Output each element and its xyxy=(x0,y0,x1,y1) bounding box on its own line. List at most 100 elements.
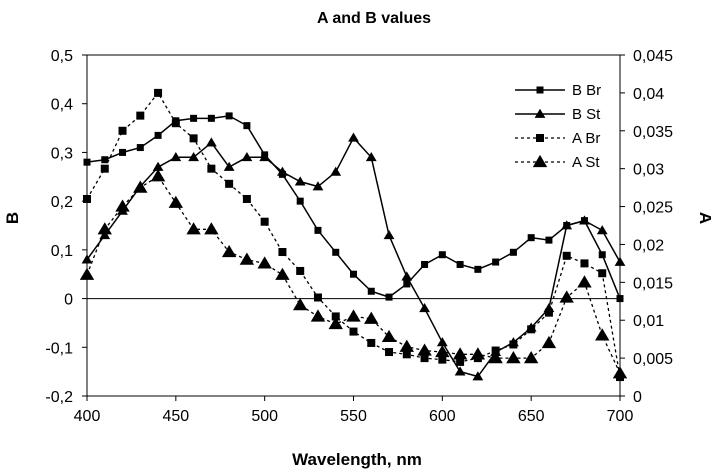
legend-label: A St xyxy=(572,154,600,171)
y-right-tick-label: 0,02 xyxy=(633,237,664,254)
data-point-b-st xyxy=(614,256,626,266)
data-point-a-br xyxy=(544,308,553,317)
y-right-tick-label: 0,035 xyxy=(633,124,673,141)
data-point-a-br xyxy=(420,354,429,363)
data-point-a-br xyxy=(278,248,287,257)
data-point-a-br xyxy=(367,338,376,347)
data-point-b-br xyxy=(119,148,127,156)
data-point-a-br xyxy=(456,357,465,366)
data-point-a-st xyxy=(115,199,130,212)
data-point-a-br xyxy=(385,348,394,357)
data-point-a-br xyxy=(527,325,536,334)
data-point-b-st xyxy=(348,132,359,142)
data-point-a-st xyxy=(346,309,361,322)
data-point-a-st xyxy=(595,328,610,341)
data-point-a-st xyxy=(541,335,557,349)
data-point-a-br xyxy=(598,269,607,278)
data-point-b-br xyxy=(438,251,446,259)
data-point-a-st xyxy=(328,316,343,330)
data-point-b-br xyxy=(492,258,500,266)
y-right-tick-label: 0,04 xyxy=(633,86,664,103)
data-point-a-st xyxy=(577,275,592,288)
series-line-b-st xyxy=(86,136,621,378)
data-point-a-st xyxy=(381,329,397,343)
data-point-a-st xyxy=(523,351,539,364)
data-point-b-st xyxy=(152,161,164,171)
data-point-a-br xyxy=(118,126,127,135)
data-point-b-st xyxy=(241,151,253,162)
data-point-b-st xyxy=(561,220,573,230)
data-point-b-st xyxy=(294,176,306,186)
y-right-tick-label: 0,01 xyxy=(633,313,664,330)
data-point-b-st xyxy=(579,215,590,225)
legend-label: B Br xyxy=(572,82,601,99)
data-point-b-st xyxy=(365,151,377,162)
data-point-b-st xyxy=(330,166,342,176)
x-tick-label: 650 xyxy=(518,408,545,425)
data-point-a-st xyxy=(204,222,219,235)
y-left-tick-label: 0,5 xyxy=(51,48,73,65)
data-point-a-br xyxy=(562,251,571,260)
data-point-b-br xyxy=(509,248,517,256)
x-tick-label: 700 xyxy=(607,408,634,425)
y-left-tick-label: 0,3 xyxy=(51,145,73,162)
y-left-tick-label: 0,2 xyxy=(51,194,73,211)
data-point-b-st xyxy=(472,371,484,381)
x-tick-label: 500 xyxy=(251,408,278,425)
data-point-a-br xyxy=(491,346,500,355)
data-point-a-br xyxy=(349,327,358,336)
data-point-a-st xyxy=(364,311,379,324)
data-point-a-st xyxy=(612,366,628,379)
data-point-b-br xyxy=(243,122,251,130)
x-tick-label: 550 xyxy=(340,408,367,425)
data-point-a-st xyxy=(79,267,95,280)
data-point-a-br xyxy=(509,340,518,349)
data-point-b-br xyxy=(598,251,606,259)
data-point-b-st xyxy=(223,161,235,171)
data-point-b-st xyxy=(205,137,217,147)
data-point-b-st xyxy=(454,366,466,376)
y-right-tick-label: 0,045 xyxy=(633,48,673,65)
data-point-b-st xyxy=(81,254,93,264)
legend-label: A Br xyxy=(572,130,600,147)
data-point-a-br xyxy=(154,88,163,97)
data-point-b-st xyxy=(383,229,395,240)
data-point-a-st xyxy=(150,169,166,182)
data-point-b-st xyxy=(99,229,111,240)
data-point-b-br xyxy=(190,114,198,122)
data-point-a-st xyxy=(133,180,148,193)
y-right-tick-label: 0,005 xyxy=(633,351,673,368)
x-tick-label: 450 xyxy=(162,408,189,425)
x-tick-label: 400 xyxy=(74,408,101,425)
data-point-a-br xyxy=(296,266,305,275)
data-point-b-br xyxy=(545,236,553,244)
data-point-a-br xyxy=(207,164,216,173)
data-point-a-st xyxy=(239,252,255,265)
data-point-a-st xyxy=(417,343,432,356)
y-left-tick-label: -0,2 xyxy=(45,389,73,406)
data-point-b-br xyxy=(456,260,464,268)
y-right-tick-label: 0,025 xyxy=(633,200,673,217)
data-point-b-br xyxy=(474,265,482,273)
data-point-a-st xyxy=(293,297,308,311)
data-point-b-br xyxy=(527,234,535,242)
data-point-a-br xyxy=(242,194,251,203)
legend-marker xyxy=(534,108,546,118)
data-point-a-br xyxy=(225,179,234,188)
data-point-b-br xyxy=(314,226,322,234)
data-point-a-br xyxy=(331,312,340,321)
data-point-a-br xyxy=(402,350,411,359)
data-point-a-br xyxy=(189,134,198,143)
data-point-a-st xyxy=(168,195,184,208)
x-tick-label: 600 xyxy=(429,408,456,425)
data-point-a-br xyxy=(136,111,145,120)
data-point-b-st xyxy=(312,181,324,191)
plot-area: 400 450 500 550 600 650 700 -0,2 -0,1 0 0,1 0,2 0,3 0… xyxy=(45,48,673,425)
data-point-b-st xyxy=(419,303,430,313)
y-right-tick-label: 0,03 xyxy=(633,162,664,179)
data-point-a-st xyxy=(257,256,272,269)
data-point-a-st xyxy=(310,309,326,322)
data-point-b-st xyxy=(401,271,413,281)
data-point-a-st xyxy=(559,290,574,303)
